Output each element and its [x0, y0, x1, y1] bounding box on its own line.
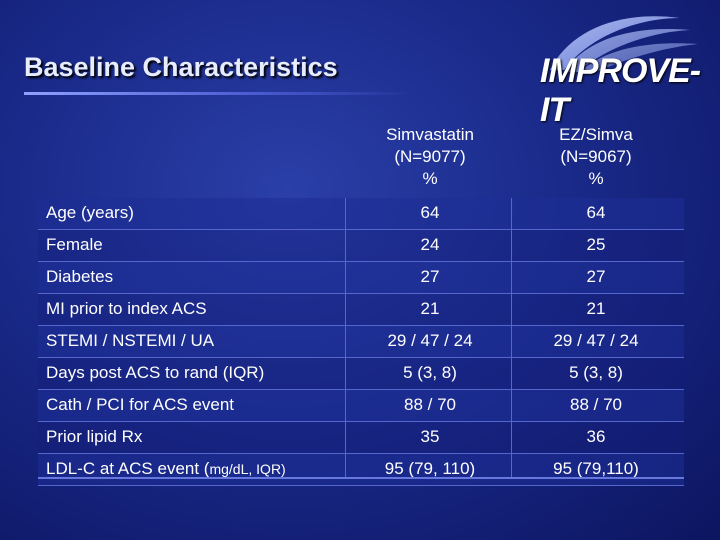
improve-it-logo: IMPROVE-IT: [540, 52, 701, 129]
row-label: LDL-C at ACS event (mg/dL, IQR): [46, 459, 286, 478]
row-label: Female: [46, 235, 103, 254]
simvastatin-value: 29 / 47 / 24: [387, 331, 473, 350]
column-name: Simvastatin: [386, 125, 474, 144]
ez-simva-value: 27: [586, 267, 606, 286]
slide-title: Baseline Characteristics: [24, 52, 338, 82]
ez-simva-value: 64: [586, 203, 606, 222]
row-label: Prior lipid Rx: [46, 427, 143, 446]
column-unit: %: [422, 169, 438, 188]
column-header-simvastatin: Simvastatin (N=9077) %: [345, 124, 515, 190]
improve-it-swoosh-icon: [550, 16, 698, 74]
row-label: Diabetes: [46, 267, 114, 286]
ez-simva-value: 36: [586, 427, 606, 446]
column-divider: [511, 198, 512, 478]
simvastatin-value: 64: [420, 203, 440, 222]
column-n: (N=9077): [394, 147, 466, 166]
column-name: EZ/Simva: [559, 125, 633, 144]
row-label: Days post ACS to rand (IQR): [46, 363, 265, 382]
row-label: MI prior to index ACS: [46, 299, 207, 318]
column-unit: %: [588, 169, 604, 188]
simvastatin-value: 88 / 70: [404, 395, 456, 414]
table-row: LDL-C at ACS event (mg/dL, IQR) 95 (79, …: [38, 454, 684, 486]
table-row: MI prior to index ACS 21 21: [38, 294, 684, 326]
row-label: Age (years): [46, 203, 134, 222]
table-row: Diabetes 27 27: [38, 262, 684, 294]
table-bottom-rule: [38, 477, 684, 479]
table-row: Cath / PCI for ACS event 88 / 70 88 / 70: [38, 390, 684, 422]
table-row: Age (years) 64 64: [38, 198, 684, 230]
table-row: Days post ACS to rand (IQR) 5 (3, 8) 5 (…: [38, 358, 684, 390]
table-row: Female 24 25: [38, 230, 684, 262]
simvastatin-value: 27: [420, 267, 440, 286]
column-divider: [345, 198, 346, 478]
simvastatin-value: 95 (79, 110): [384, 459, 476, 478]
ez-simva-value: 29 / 47 / 24: [553, 331, 639, 350]
column-n: (N=9067): [560, 147, 632, 166]
baseline-table: Age (years) 64 64 Female 24 25 Diabetes …: [38, 198, 684, 486]
ez-simva-value: 95 (79,110): [553, 459, 639, 478]
simvastatin-value: 21: [420, 299, 440, 318]
table-row: STEMI / NSTEMI / UA 29 / 47 / 24 29 / 47…: [38, 326, 684, 358]
row-label-unit: mg/dL, IQR): [209, 461, 286, 477]
ez-simva-value: 88 / 70: [570, 395, 622, 414]
simvastatin-value: 24: [420, 235, 440, 254]
simvastatin-value: 35: [420, 427, 440, 446]
ez-simva-value: 5 (3, 8): [569, 363, 623, 382]
row-label: STEMI / NSTEMI / UA: [46, 331, 215, 350]
title-underline: [24, 92, 414, 95]
table-row: Prior lipid Rx 35 36: [38, 422, 684, 454]
row-label: Cath / PCI for ACS event: [46, 395, 235, 414]
column-header-ez-simva: EZ/Simva (N=9067) %: [511, 124, 681, 190]
simvastatin-value: 5 (3, 8): [403, 363, 457, 382]
ez-simva-value: 25: [586, 235, 606, 254]
ez-simva-value: 21: [586, 299, 606, 318]
